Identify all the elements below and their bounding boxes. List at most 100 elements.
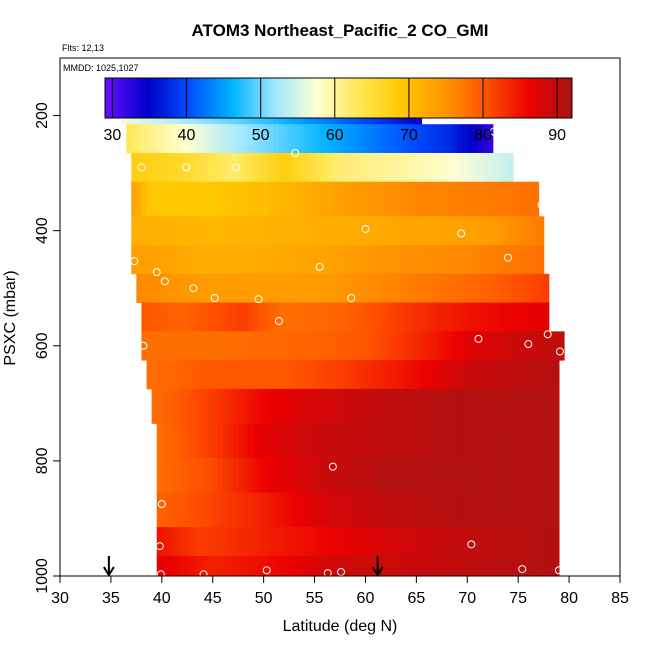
heatmap-cell — [406, 555, 412, 577]
heatmap-cell — [222, 245, 229, 275]
heatmap-cell — [253, 245, 260, 275]
heatmap-cell — [543, 302, 550, 332]
heatmap-cell — [136, 124, 143, 154]
heatmap-cell — [273, 273, 280, 304]
heatmap-cell — [401, 423, 407, 459]
heatmap-cell — [340, 302, 346, 332]
heatmap-cell — [273, 388, 280, 424]
heatmap-cell — [385, 216, 392, 246]
heatmap-cell — [482, 360, 489, 390]
heatmap-cell — [309, 331, 316, 361]
heatmap-cell — [334, 492, 341, 528]
heatmap-cell — [497, 273, 504, 304]
heatmap-cell — [197, 555, 204, 577]
heatmap-cell — [355, 360, 361, 390]
colorbar-tick-label: 40 — [178, 127, 196, 144]
heatmap-cell — [462, 458, 468, 493]
sample-point — [130, 257, 139, 266]
heatmap-cell — [207, 181, 214, 217]
heatmap-cell — [334, 458, 341, 493]
heatmap-cell — [528, 423, 535, 459]
sample-point — [160, 277, 169, 286]
heatmap-cell — [553, 331, 560, 361]
heatmap-cell — [543, 273, 550, 304]
heatmap-cell — [304, 458, 311, 493]
heatmap-cell — [350, 302, 356, 332]
heatmap-cell — [278, 302, 285, 332]
heatmap-cell — [248, 181, 255, 217]
heatmap-cell — [222, 302, 229, 332]
heatmap-cell — [411, 555, 417, 577]
heatmap-cell — [370, 458, 377, 493]
heatmap-cell — [441, 181, 448, 217]
heatmap-cell — [416, 302, 423, 332]
heatmap-cell — [452, 555, 458, 577]
heatmap-cell — [548, 458, 555, 493]
heatmap-cell — [406, 331, 412, 361]
heatmap-cell — [314, 273, 321, 304]
heatmap-cell — [436, 181, 443, 217]
heatmap-cell — [192, 302, 199, 332]
x-tick-label: 85 — [611, 590, 629, 607]
heatmap-cell — [243, 492, 249, 528]
heatmap-cell — [136, 181, 143, 217]
sample-point — [152, 268, 161, 277]
heatmap-cell — [370, 273, 377, 304]
sample-point — [474, 334, 483, 343]
heatmap-cell — [518, 527, 524, 557]
heatmap-cell — [268, 555, 275, 577]
heatmap-cell — [513, 181, 519, 217]
heatmap-cell — [253, 181, 260, 217]
heatmap-cell — [350, 360, 356, 390]
heatmap-cell — [360, 124, 367, 154]
heatmap-cell — [238, 273, 244, 304]
heatmap-cell — [273, 216, 280, 246]
heatmap-cell — [365, 388, 372, 424]
heatmap-cell — [492, 388, 499, 424]
heatmap-cell — [284, 124, 290, 154]
heatmap-cell — [324, 152, 331, 183]
heatmap-cell — [263, 388, 270, 424]
heatmap-cell — [248, 124, 255, 154]
heatmap-cell — [360, 302, 367, 332]
heatmap-cell — [334, 216, 341, 246]
heatmap-cell — [441, 555, 448, 577]
heatmap-cell — [385, 360, 392, 390]
heatmap-cell — [390, 124, 397, 154]
heatmap-cell — [319, 388, 326, 424]
x-tick-label: 70 — [458, 590, 476, 607]
heatmap-cell — [467, 492, 473, 528]
heatmap-cell — [380, 423, 387, 459]
heatmap-cell — [340, 458, 346, 493]
heatmap-cell — [182, 492, 188, 528]
heatmap-cell — [492, 492, 499, 528]
heatmap-cell — [553, 458, 560, 493]
heatmap-cell — [161, 302, 168, 332]
heatmap-cell — [523, 458, 529, 493]
heatmap-cell — [462, 331, 468, 361]
heatmap-cell — [177, 492, 183, 528]
heatmap-cell — [477, 388, 484, 424]
heatmap-cell — [319, 181, 326, 217]
heatmap-cell — [243, 388, 249, 424]
heatmap-cell — [482, 458, 489, 493]
heatmap-cell — [360, 181, 367, 217]
heatmap-cell — [360, 555, 367, 577]
heatmap-cell — [452, 273, 458, 304]
heatmap-cell — [278, 181, 285, 217]
heatmap-cell — [263, 555, 270, 577]
heatmap-cell — [411, 423, 417, 459]
heatmap-cell — [222, 458, 229, 493]
heatmap-cell — [462, 302, 468, 332]
heatmap-cell — [365, 331, 372, 361]
heatmap-cell — [431, 302, 438, 332]
heatmap-cell — [151, 124, 158, 154]
heatmap-cell — [416, 458, 423, 493]
heatmap-cell — [126, 124, 132, 154]
heatmap-cell — [161, 423, 168, 459]
heatmap-cell — [416, 273, 423, 304]
heatmap-cell — [141, 216, 148, 246]
heatmap-cell — [548, 527, 555, 557]
heatmap-cell — [238, 388, 244, 424]
heatmap-cell — [467, 181, 473, 217]
